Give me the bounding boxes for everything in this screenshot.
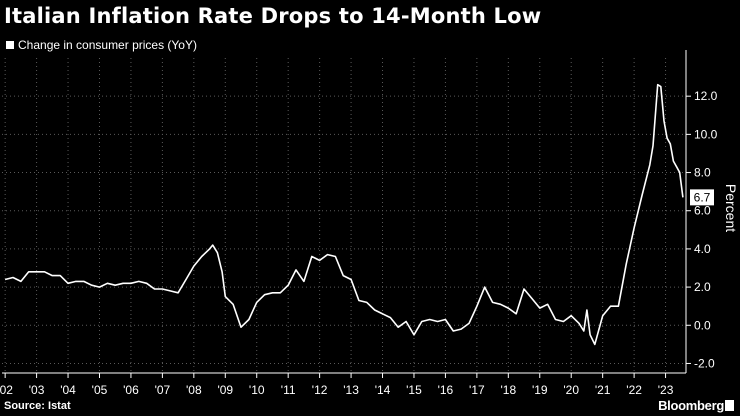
x-tick-label: '10 <box>249 383 265 397</box>
legend-label: Change in consumer prices (YoY) <box>18 38 197 52</box>
y-tick-label: 2.0 <box>694 280 711 294</box>
y-tick-label: -2.0 <box>694 356 715 370</box>
x-tick-label: '16 <box>438 383 454 397</box>
legend: Change in consumer prices (YoY) <box>6 38 197 52</box>
x-tick-label: '22 <box>626 383 642 397</box>
y-tick-label: 0.0 <box>694 318 711 332</box>
x-tick-label: '03 <box>29 383 45 397</box>
series-line-cpi <box>4 83 684 346</box>
x-tick-label: '11 <box>281 383 296 397</box>
series <box>4 83 684 346</box>
x-tick-label: '02 <box>0 383 13 397</box>
y-tick-label: 4.0 <box>694 242 711 256</box>
chart-title: Italian Inflation Rate Drops to 14-Month… <box>4 4 542 28</box>
x-tick-label: '17 <box>469 383 485 397</box>
y-tick-label: 10.0 <box>694 127 718 141</box>
axes <box>2 50 691 378</box>
last-value-label: 6.7 <box>694 190 711 204</box>
grid-lines <box>2 58 686 373</box>
x-tick-label: '08 <box>186 383 202 397</box>
last-value-box <box>690 189 714 206</box>
y-axis-title: Percent <box>723 184 739 232</box>
x-tick-label: '20 <box>563 383 579 397</box>
brand-logo: Bloomberg <box>658 398 724 413</box>
x-tick-label: '14 <box>375 383 391 397</box>
y-tick-label: 12.0 <box>694 89 718 103</box>
y-tick-label: 8.0 <box>694 166 711 180</box>
y-tick-label: 6.0 <box>694 204 711 218</box>
x-tick-label: '21 <box>595 383 611 397</box>
x-tick-label: '09 <box>217 383 233 397</box>
source-note: Source: Istat <box>4 400 71 412</box>
x-tick-label: '06 <box>123 383 139 397</box>
x-tick-label: '18 <box>500 383 516 397</box>
brand-mark-icon <box>725 400 734 411</box>
x-tick-label: '15 <box>406 383 422 397</box>
x-tick-label: '04 <box>60 383 76 397</box>
x-tick-label: '05 <box>92 383 108 397</box>
x-tick-label: '23 <box>658 383 674 397</box>
legend-swatch <box>6 41 14 49</box>
x-tick-label: '19 <box>532 383 548 397</box>
x-tick-label: '13 <box>343 383 359 397</box>
labels: -2.0 0.0 2.0 4.0 6.0 8.0 10.0 12.0 '02 '03 '04 '05 '… <box>0 89 739 397</box>
x-tick-label: '12 <box>312 383 328 397</box>
x-tick-label: '07 <box>155 383 171 397</box>
